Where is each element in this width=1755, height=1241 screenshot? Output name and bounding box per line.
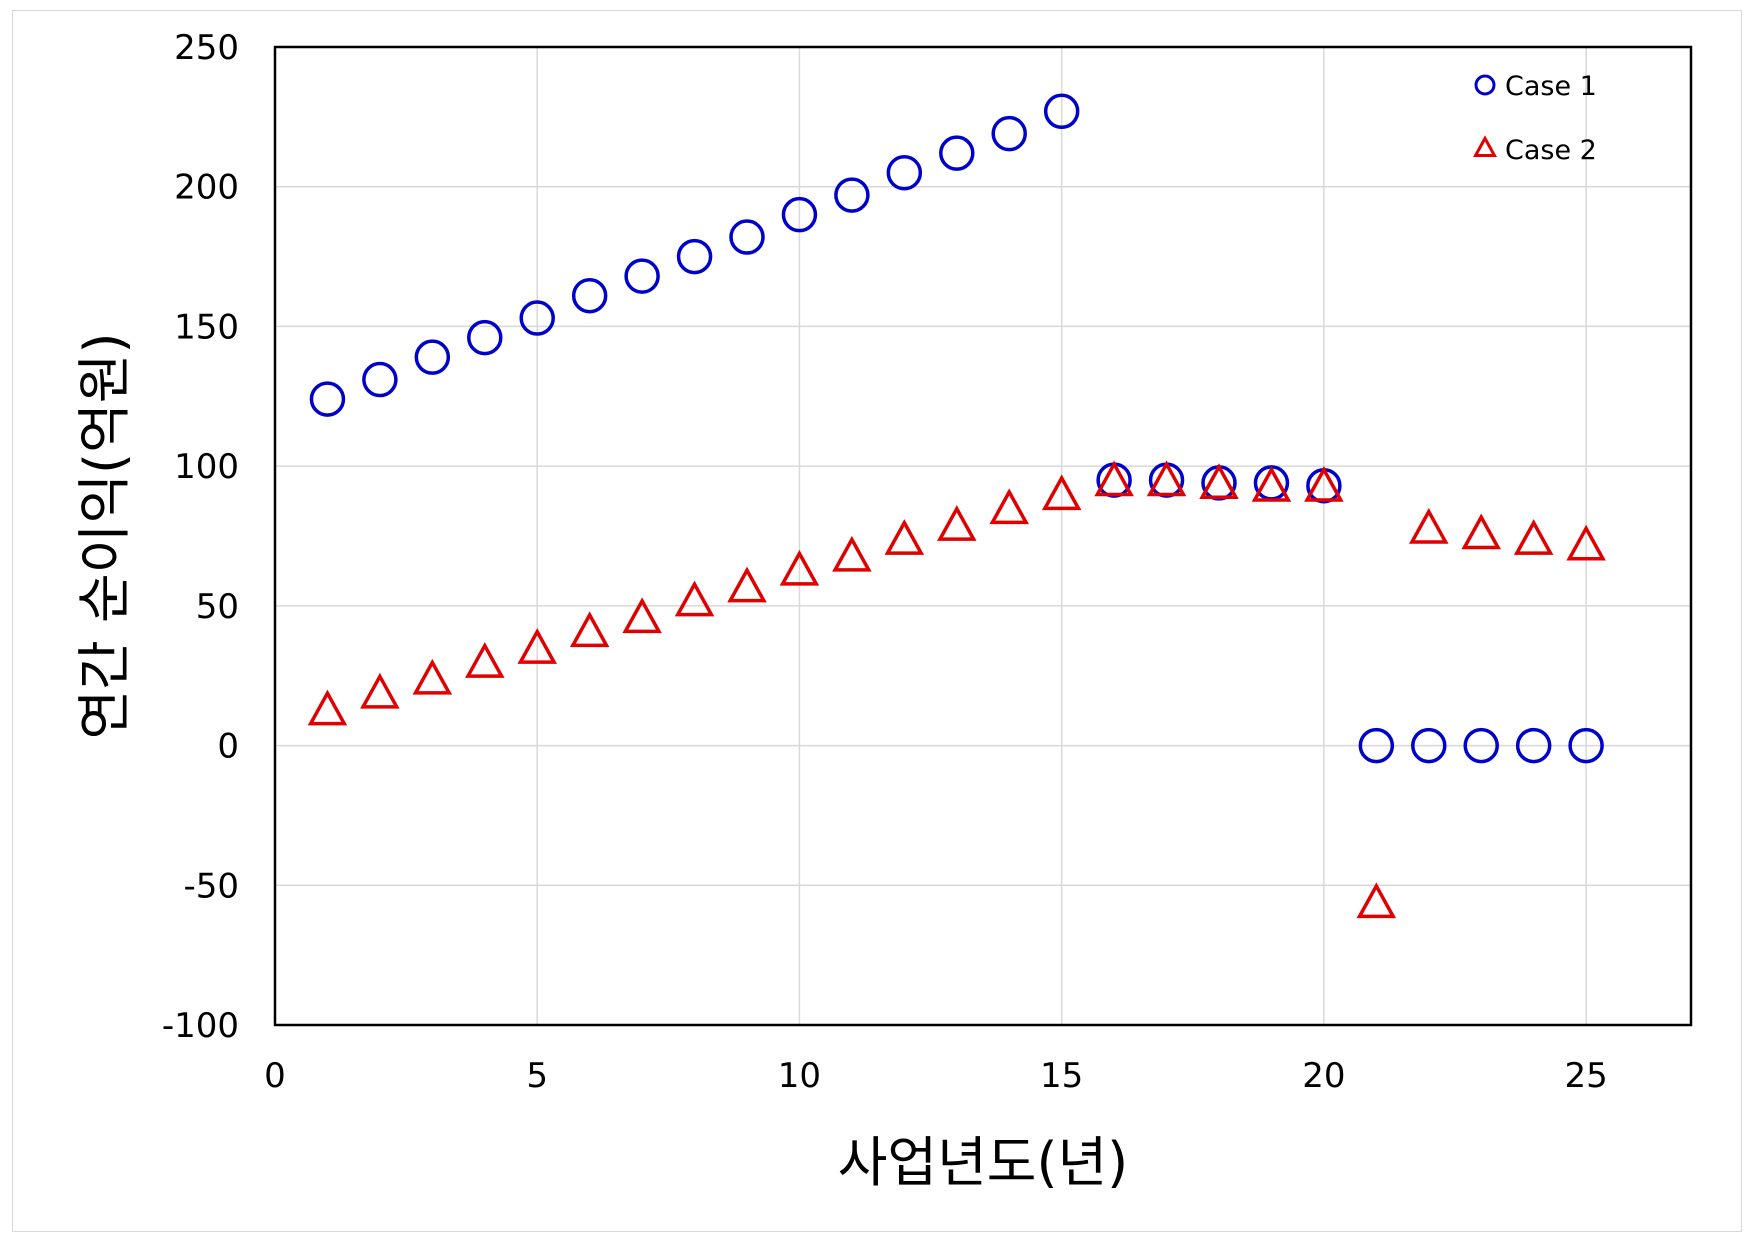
- circle-point: [1568, 727, 1604, 764]
- triangle-point: [1513, 519, 1554, 555]
- x-tick-label: 10: [778, 1056, 821, 1096]
- y-tick-label: -50: [183, 866, 239, 906]
- circle-point: [519, 300, 555, 336]
- x-tick-label: 20: [1302, 1056, 1345, 1096]
- circle-point: [414, 339, 451, 375]
- triangle-point: [884, 519, 925, 555]
- circle-point: [309, 381, 346, 417]
- circle-point: [1148, 462, 1185, 498]
- triangle-point: [412, 658, 453, 695]
- triangle-point: [1461, 513, 1501, 550]
- triangle-point: [1199, 463, 1239, 500]
- plot-area: [273, 45, 1693, 1027]
- y-tick-label: 200: [174, 168, 239, 208]
- series-layer: [307, 93, 1606, 919]
- series-1: [309, 93, 1604, 764]
- triangle-point: [779, 549, 820, 586]
- circle-point: [362, 361, 398, 398]
- y-tick-label: -100: [162, 1006, 239, 1046]
- triangle-point: [1251, 466, 1292, 502]
- circle-point: [1043, 93, 1080, 130]
- triangle-point: [832, 535, 872, 572]
- triangle-point: [1566, 524, 1606, 561]
- circle-point: [1411, 727, 1447, 764]
- x-tick-label: 15: [1040, 1056, 1083, 1096]
- y-axis-title: 연간 순이익(억원): [73, 332, 136, 739]
- triangle-point: [622, 597, 662, 634]
- x-tick-label: 5: [526, 1056, 548, 1096]
- triangle-point: [517, 628, 557, 664]
- triangle-point: [1409, 507, 1449, 544]
- series-2: [307, 460, 1606, 919]
- triangle-point: [569, 611, 610, 648]
- circle-point: [1358, 727, 1395, 764]
- chart-frame: -100 -50 0 50 100 150 200 250 0 5 10 15 20 25 Case 1…: [12, 10, 1742, 1232]
- circle-point: [1463, 727, 1499, 764]
- legend: Case 1 Case 2: [1473, 71, 1597, 166]
- circle-point: [467, 319, 503, 356]
- legend-label: Case 1: [1505, 71, 1597, 102]
- circle-point: [834, 177, 870, 213]
- circle-point: [886, 154, 923, 191]
- triangle-point: [727, 566, 767, 603]
- y-tick-label: 150: [174, 307, 239, 347]
- triangle-point: [307, 689, 348, 726]
- triangle-point: [1041, 474, 1082, 511]
- circle-point: [781, 196, 818, 233]
- triangle-point: [1146, 460, 1187, 497]
- legend-triangle-icon: [1473, 135, 1497, 157]
- triangle-point: [1304, 466, 1344, 502]
- triangle-point: [465, 642, 505, 678]
- gridlines: [274, 46, 1691, 1026]
- triangle-point: [989, 488, 1029, 525]
- legend-label: Case 2: [1505, 135, 1597, 166]
- x-tick-label: 25: [1564, 1056, 1607, 1096]
- circle-point: [1096, 462, 1132, 498]
- y-tick-label: 250: [174, 28, 239, 68]
- circle-point: [1515, 727, 1552, 764]
- circle-point: [729, 219, 765, 255]
- circle-point: [624, 258, 660, 294]
- y-tick-label: 100: [174, 447, 239, 487]
- circle-point: [571, 277, 608, 314]
- y-tick-labels: -100 -50 0 50 100 150 200 250: [162, 28, 239, 1046]
- legend-item: Case 2: [1473, 135, 1597, 166]
- triangle-point: [1356, 882, 1397, 919]
- x-tick-label: 0: [264, 1056, 286, 1096]
- circle-point: [991, 115, 1027, 152]
- triangle-point: [360, 672, 400, 709]
- circle-point: [1201, 465, 1237, 501]
- legend-item: Case 1: [1474, 71, 1597, 102]
- triangle-point: [674, 580, 715, 617]
- y-tick-label: 50: [196, 587, 239, 627]
- legend-circle-icon: [1474, 74, 1496, 96]
- triangle-point: [937, 505, 977, 541]
- y-tick-label: 0: [217, 727, 239, 767]
- scatter-chart: -100 -50 0 50 100 150 200 250 0 5 10 15 20 25 Case 1…: [73, 28, 1693, 1194]
- circle-point: [676, 238, 713, 275]
- circle-point: [939, 135, 975, 171]
- x-tick-labels: 0 5 10 15 20 25: [264, 1056, 1608, 1096]
- triangle-point: [1094, 460, 1134, 497]
- x-axis-title: 사업년도(년): [838, 1131, 1129, 1194]
